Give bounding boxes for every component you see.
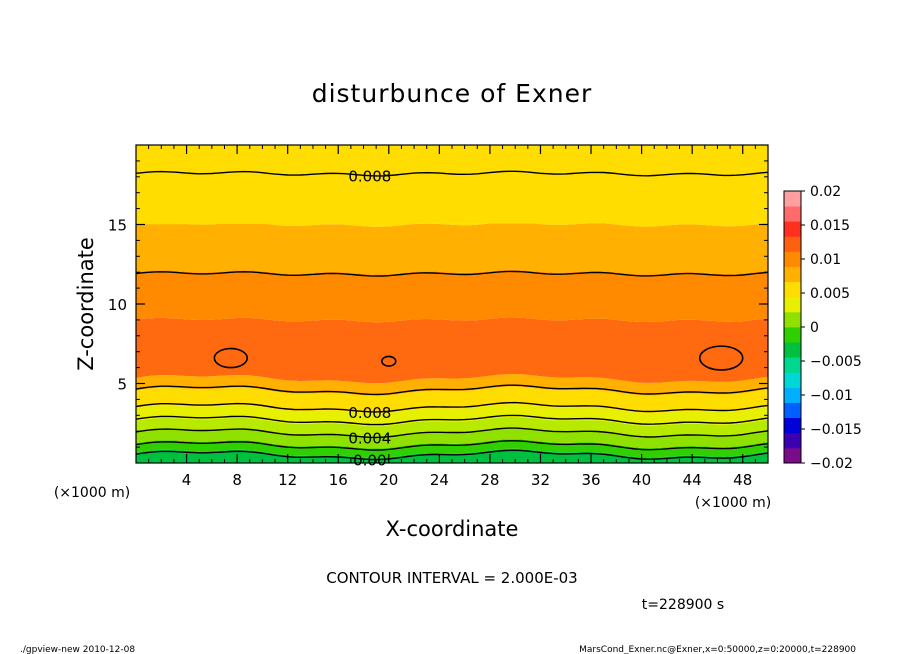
contour-line: [136, 440, 768, 451]
colorbar-label: 0.02: [810, 184, 841, 200]
filled-band: [136, 269, 768, 323]
colorbar-swatch: [784, 402, 801, 419]
colorbar-swatch: [784, 327, 801, 343]
filled-band: [136, 448, 768, 463]
colorbar-swatch: [784, 266, 801, 283]
y-tick-label: 15: [108, 217, 127, 235]
chart-title: disturbunce of Exner: [312, 79, 593, 108]
x-tick-label: 36: [581, 471, 600, 489]
x-tick-label: 12: [278, 471, 297, 489]
contour-line: [136, 414, 768, 426]
colorbar-label: −0.02: [810, 456, 853, 472]
colorbar-swatch: [784, 447, 801, 464]
x-tick-label: 28: [480, 471, 499, 489]
y-axis-label: Z-coordinate: [74, 237, 98, 371]
colorbar-swatch: [784, 432, 801, 449]
contour-label: 0.00: [353, 452, 386, 470]
colorbar-swatch: [784, 296, 801, 313]
colorbar-label: 0: [810, 320, 819, 336]
colorbar-swatch: [784, 372, 801, 388]
colorbar-swatch: [784, 417, 801, 434]
colorbar-label: −0.015: [810, 422, 862, 438]
x-tick-label: 24: [430, 471, 449, 489]
contour-interval: CONTOUR INTERVAL = 2.000E-03: [326, 569, 577, 587]
colorbar: 0.02 0.015 0.01 0.005 0 −0.005 −0.01 −0.015 −0.0…: [783, 184, 862, 472]
colorbar-swatch: [784, 236, 801, 252]
contour-label: 0.008: [348, 404, 391, 422]
colorbar-swatch: [784, 206, 801, 222]
y-tick-label: 10: [108, 296, 127, 314]
filled-band: [136, 222, 768, 275]
contour-line: [136, 270, 768, 277]
contour-line: [136, 449, 768, 461]
colorbar-swatch: [784, 221, 801, 237]
closed-contour: [698, 345, 744, 371]
contour-line: [136, 170, 768, 177]
contour-label: 0.004: [348, 429, 391, 447]
x-tick-label: 4: [182, 471, 192, 489]
colorbar-label: 0.01: [810, 252, 841, 268]
colorbar-swatch: [784, 281, 801, 298]
filled-band: [136, 439, 768, 458]
closed-contour: [381, 355, 397, 367]
colorbar-swatch: [784, 387, 801, 403]
time-stamp: t=228900 s: [642, 597, 724, 613]
x-unit-left: (×1000 m): [54, 485, 130, 501]
footer-left: ./gpview-new 2010-12-08: [20, 645, 135, 654]
x-tick-label: 20: [379, 471, 398, 489]
x-axis-label: X-coordinate: [386, 517, 519, 541]
x-tick-label: 8: [232, 471, 242, 489]
contour-line: [136, 384, 768, 396]
contour-label: 0.008: [348, 168, 391, 186]
colorbar-swatch: [784, 251, 801, 267]
footer-right: MarsCond_Exner.nc@Exner,x=0:50000,z=0:20…: [579, 645, 856, 654]
filled-band: [136, 317, 768, 384]
colorbar-swatch: [784, 342, 801, 358]
x-tick-label: 32: [531, 471, 550, 489]
filled-band: [136, 145, 768, 227]
colorbar-swatch: [784, 311, 801, 328]
colorbar-swatch: [784, 357, 801, 373]
colorbar-label: −0.01: [810, 388, 853, 404]
x-tick-label: 40: [632, 471, 651, 489]
colorbar-label: −0.005: [810, 354, 862, 370]
closed-contour: [213, 347, 249, 369]
colorbar-label: 0.005: [810, 286, 850, 302]
colorbar-label: 0.015: [810, 218, 850, 234]
contour-line: [136, 401, 768, 413]
contour-line: [136, 427, 768, 439]
x-tick-label: 44: [683, 471, 702, 489]
x-unit-right: (×1000 m): [695, 495, 771, 511]
x-tick-label: 16: [329, 471, 348, 489]
y-tick-label: 5: [117, 376, 127, 394]
x-tick-label: 48: [733, 471, 752, 489]
colorbar-swatch: [784, 191, 801, 207]
